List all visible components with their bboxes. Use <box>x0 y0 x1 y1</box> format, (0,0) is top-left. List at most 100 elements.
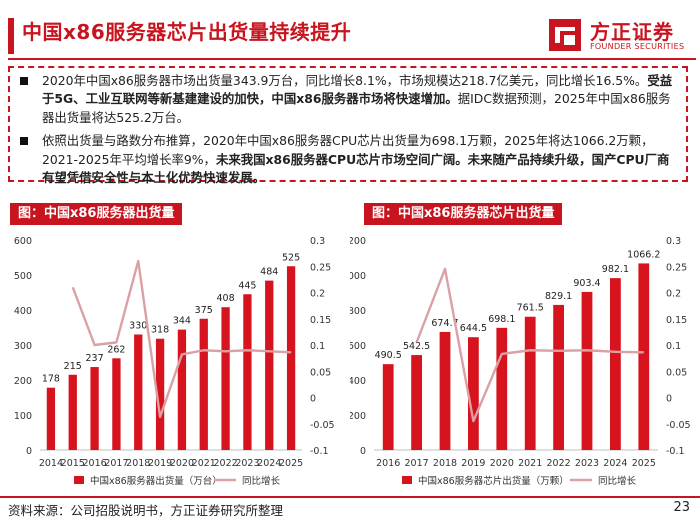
y-tick-label: 1200 <box>350 236 366 247</box>
x-tick-label: 2017 <box>104 458 128 469</box>
y-tick-label: 200 <box>350 411 366 422</box>
x-tick-label: 2020 <box>490 458 514 469</box>
y2-tick-label: 0.3 <box>310 236 325 247</box>
page-title: 中国x86服务器芯片出货量持续提升 <box>22 20 352 44</box>
bar-value-label: 375 <box>195 305 213 316</box>
y2-tick-label: -0.1 <box>310 446 329 457</box>
bar-2016 <box>90 367 99 450</box>
bar-2017 <box>112 358 121 450</box>
bar-value-label: 344 <box>173 316 191 327</box>
bar-value-label: 178 <box>42 374 60 385</box>
y2-tick-label: 0.2 <box>666 289 681 300</box>
bar-2020 <box>496 327 508 450</box>
legend-bar-swatch <box>74 476 84 484</box>
summary-bullet-1: 2020年中国x86服务器市场出货量343.9万台，同比增长8.1%，市场规模达… <box>20 72 678 127</box>
chart-2-title: 图：中国x86服务器芯片出货量 <box>364 203 563 225</box>
bar-2025 <box>286 266 296 450</box>
bar-value-label: 525 <box>282 252 300 263</box>
bar-2018 <box>134 334 143 450</box>
y-tick-label: 100 <box>14 411 32 422</box>
summary-bullet-2: 依照出货量与路数分布推算，2020年中国x86服务器CPU芯片出货量为698.1… <box>20 132 678 187</box>
x-tick-label: 2020 <box>170 458 194 469</box>
bar-value-label: 761.5 <box>517 303 544 314</box>
y-tick-label: 400 <box>14 306 32 317</box>
y2-tick-label: -0.1 <box>666 446 685 457</box>
source-note: 资料来源：公司招股说明书，方正证券研究所整理 <box>8 503 284 518</box>
bar-2017 <box>411 355 422 450</box>
legend-line-label: 同比增长 <box>242 475 281 487</box>
bar-value-label: 982.1 <box>602 264 629 275</box>
x-tick-label: 2016 <box>82 458 106 469</box>
bar-2025 <box>638 263 650 450</box>
bar-2018 <box>439 331 451 450</box>
y2-tick-label: -0.05 <box>666 420 691 431</box>
bullet-1-text: 2020年中国x86服务器市场出货量343.9万台，同比增长8.1%，市场规模达… <box>42 73 648 88</box>
bar-value-label: 698.1 <box>488 314 515 325</box>
x-tick-label: 2022 <box>547 458 571 469</box>
bar-value-label: 542.5 <box>403 341 430 352</box>
x-tick-label: 2022 <box>213 458 237 469</box>
y2-tick-label: 0.05 <box>666 367 687 378</box>
brand-name-en: FOUNDER SECURITIES <box>590 42 685 51</box>
title-accent-bar <box>8 18 14 54</box>
bar-value-label: 1066.2 <box>627 249 660 260</box>
y-tick-label: 200 <box>14 376 32 387</box>
summary-box: 2020年中国x86服务器市场出货量343.9万台，同比增长8.1%，市场规模达… <box>8 66 688 185</box>
x-tick-label: 2014 <box>39 458 63 469</box>
bar-2024 <box>610 278 621 450</box>
bullet-2-bold: 未来我国x86服务器CPU芯片市场空间广阔。未来随产品持续升级，国产CPU厂商有… <box>42 151 670 186</box>
bar-2022 <box>221 307 230 450</box>
y2-tick-label: 0.1 <box>310 341 325 352</box>
y2-tick-label: 0.05 <box>310 367 331 378</box>
x-tick-label: 2017 <box>405 458 429 469</box>
y2-tick-label: 0.15 <box>310 315 331 326</box>
bar-value-label: 644.5 <box>460 323 487 334</box>
x-tick-label: 2016 <box>376 458 400 469</box>
bullet-2-text: 依照出货量与路数分布推算，2020年中国x86服务器CPU芯片出货量为698.1… <box>42 133 654 167</box>
legend-bar-label: 中国x86服务器芯片出货量（万颗） <box>418 475 569 487</box>
x-tick-label: 2024 <box>257 458 281 469</box>
x-tick-label: 2015 <box>61 458 85 469</box>
bar-value-label: 903.4 <box>573 278 600 289</box>
y-tick-label: 400 <box>350 376 366 387</box>
bar-2019 <box>155 338 165 450</box>
footer-rule <box>0 496 700 498</box>
bar-2016 <box>382 364 394 450</box>
brand-logo-icon <box>549 19 581 51</box>
bar-2019 <box>468 337 479 450</box>
bullet-square-icon <box>20 137 28 146</box>
bar-value-label: 318 <box>151 325 169 336</box>
bar-value-label: 674.7 <box>431 318 458 329</box>
page-number: 23 <box>673 500 690 515</box>
x-tick-label: 2019 <box>461 458 485 469</box>
bar-2022 <box>553 304 564 450</box>
y-tick-label: 500 <box>14 271 32 282</box>
bar-2024 <box>265 280 274 450</box>
x-tick-label: 2019 <box>148 458 172 469</box>
y-tick-label: 300 <box>14 341 32 352</box>
y-tick-label: 0 <box>26 446 32 457</box>
y-tick-label: 600 <box>350 341 366 352</box>
bar-2020 <box>177 329 187 450</box>
x-tick-label: 2025 <box>279 458 303 469</box>
y2-tick-label: 0.25 <box>310 262 331 273</box>
y-tick-label: 800 <box>350 306 366 317</box>
y-tick-label: 600 <box>14 236 32 247</box>
y2-tick-label: 0.25 <box>666 262 687 273</box>
y2-tick-label: 0.15 <box>666 315 687 326</box>
legend-bar-swatch <box>402 476 412 484</box>
title-rule <box>8 58 696 60</box>
x-tick-label: 2018 <box>433 458 457 469</box>
bar-value-label: 829.1 <box>545 291 572 302</box>
bar-2015 <box>68 374 77 450</box>
y-tick-label: 1000 <box>350 271 366 282</box>
bar-value-label: 490.5 <box>375 350 402 361</box>
bar-2014 <box>46 387 56 450</box>
x-tick-label: 2018 <box>126 458 150 469</box>
x-tick-label: 2025 <box>632 458 656 469</box>
bar-2021 <box>524 316 536 450</box>
bar-value-label: 262 <box>107 344 125 355</box>
legend-bar-label: 中国x86服务器出货量（万台） <box>90 475 222 487</box>
chart-1: 0 100 200 300 400 500 600 -0.1 -0.05 0 0.05 0.1 0.15… <box>14 236 335 487</box>
x-tick-label: 2023 <box>235 458 259 469</box>
